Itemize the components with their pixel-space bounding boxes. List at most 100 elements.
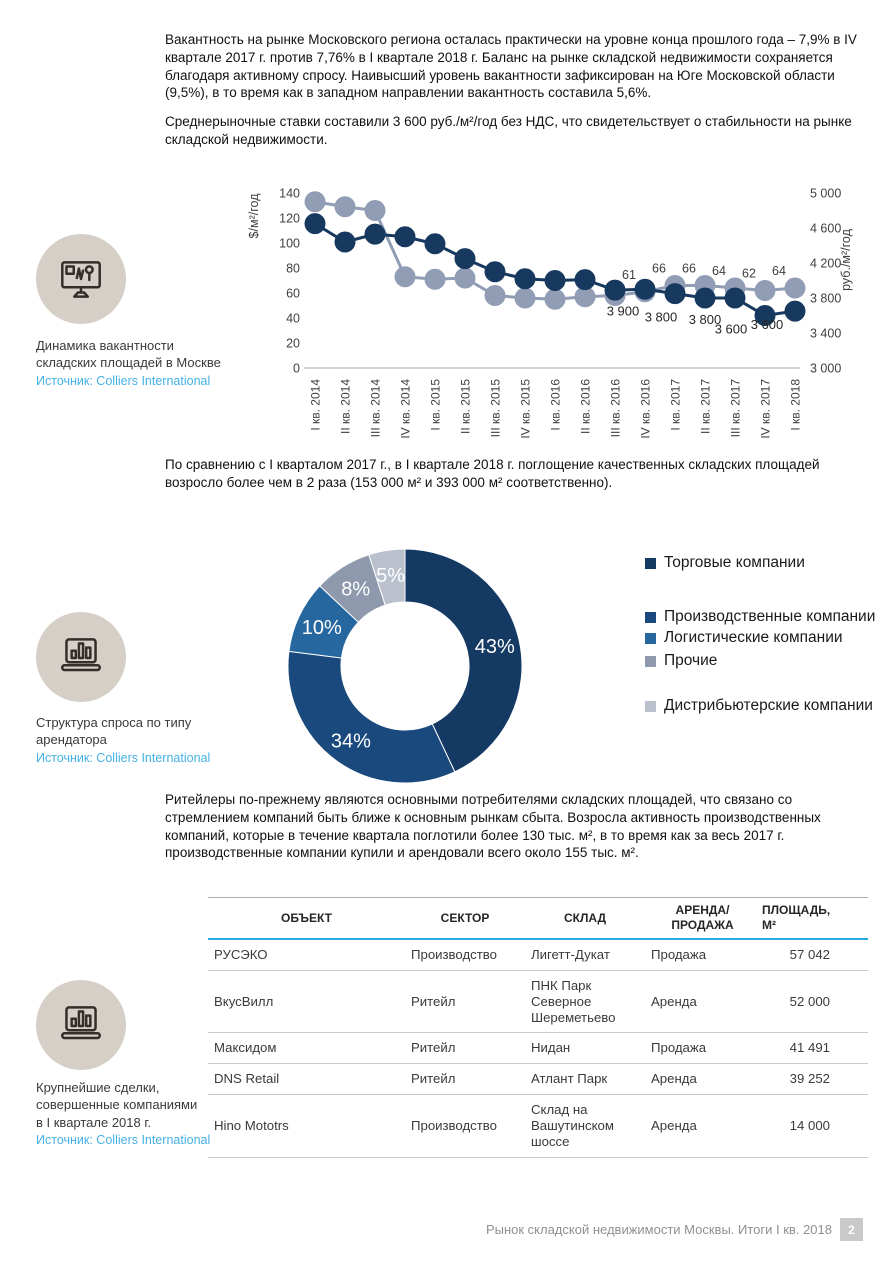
table-header-cell: АРЕНДА/ ПРОДАЖА: [645, 897, 760, 940]
table-cell: Hino Mototrs: [208, 1094, 405, 1158]
data-point-marker: [484, 261, 506, 283]
table-header-cell: ОБЪЕКТ: [208, 897, 405, 940]
data-point-marker: [574, 286, 596, 308]
data-point-marker: [784, 300, 806, 322]
legend-swatch-icon: [645, 612, 656, 624]
right-axis-tick-label: 3 400: [810, 327, 841, 341]
data-point-marker: [544, 288, 566, 310]
data-point-marker: [574, 269, 596, 291]
x-axis-tick-label: IV кв. 2016: [639, 379, 653, 439]
donut-chart: 43% 34% 10% 8% 5%: [287, 548, 523, 784]
legend-swatch-icon: [645, 558, 656, 569]
table-cell: Атлант Парк: [525, 1063, 645, 1096]
right-axis-tick-label: 3 000: [810, 362, 841, 376]
table-cell: Склад на Вашутинском шоссе: [525, 1094, 645, 1158]
chart-source: Источник: Colliers International: [36, 373, 211, 388]
data-point-marker: [454, 267, 476, 289]
table-cell: Ритейл: [405, 970, 525, 1034]
right-axis-tick-label: 4 600: [810, 222, 841, 236]
table-cell: 14 000: [760, 1094, 868, 1158]
body-text-paragraph: Вакантность на рынке Московского региона…: [165, 32, 857, 101]
data-point-marker: [394, 266, 416, 288]
x-axis-tick-label: I кв. 2016: [549, 379, 563, 431]
monitor-pulse-chart-icon: [61, 261, 101, 298]
left-axis-tick-label: 40: [286, 312, 300, 326]
chart-source: Источник: Colliers International: [36, 750, 211, 765]
table-cell: Аренда: [645, 1063, 760, 1096]
table-cell: Продажа: [645, 1032, 760, 1065]
table-cell: Аренда: [645, 1094, 760, 1158]
x-axis-tick-label: I кв. 2014: [309, 379, 323, 431]
body-text-paragraph: По сравнению с I кварталом 2017 г., в I …: [165, 457, 820, 490]
chart-icon-circle: [36, 234, 126, 324]
table-cell: DNS Retail: [208, 1063, 405, 1096]
body-text-paragraph: Ритейлеры по-прежнему являются основными…: [165, 792, 821, 861]
x-axis-tick-label: III кв. 2015: [489, 379, 503, 438]
donut-slice-label: 10%: [302, 617, 342, 639]
table-row: РУСЭКО Производство Лигетт-Дукат Продажа 57 …: [208, 939, 868, 971]
donut-slice: [368, 548, 406, 606]
data-point-marker: [604, 279, 626, 301]
donut-slice-label: 8%: [341, 578, 370, 600]
legend-swatch-icon: [645, 656, 656, 668]
legend-item: Логистические компании: [645, 628, 883, 648]
table-cell: 57 042: [760, 939, 868, 971]
data-point-marker: [694, 287, 716, 309]
table-cell: Ритейл: [405, 1032, 525, 1065]
table-cell: ПНК Парк Северное Шереметьево: [525, 970, 645, 1034]
donut-legend: Торговые компании Производственные компан…: [645, 553, 883, 716]
donut-slice-label: 43%: [475, 636, 515, 658]
data-point-label: 62: [742, 267, 756, 281]
table-caption-text: Крупнейшие сделки, совершенные компаниям…: [36, 1080, 198, 1130]
data-point-label: 64: [712, 264, 726, 278]
table-cell: Нидан: [525, 1032, 645, 1065]
legend-label: Прочие: [664, 652, 718, 670]
data-point-marker: [784, 277, 806, 299]
chart-caption: Структура спроса по типу арендатора Исто…: [36, 714, 214, 766]
data-point-marker: [484, 285, 506, 306]
chart-caption: Динамика вакантности складских площадей …: [36, 337, 234, 389]
table-cell: 41 491: [760, 1032, 868, 1065]
x-axis-tick-label: I кв. 2015: [429, 379, 443, 431]
legend-label: Дистрибьютерские компании: [664, 696, 873, 714]
right-axis-tick-label: 3 800: [810, 292, 841, 306]
data-point-marker: [304, 213, 326, 235]
left-axis-tick-label: 60: [286, 287, 300, 301]
data-point-marker: [364, 200, 386, 221]
data-point-label: 3 800: [689, 312, 722, 327]
right-axis-title: руб./м²/год: [839, 228, 853, 290]
left-axis-tick-label: 20: [286, 337, 300, 351]
left-axis-tick-label: 100: [279, 237, 300, 251]
chart-caption-text: Структура спроса по типу арендатора: [36, 715, 192, 748]
left-axis-title: $/м²/год: [247, 193, 261, 239]
data-point-marker: [334, 231, 356, 253]
legend-label: Торговые компании: [664, 554, 805, 571]
table-cell: Максидом: [208, 1032, 405, 1065]
x-axis-tick-label: II кв. 2017: [699, 379, 713, 434]
data-point-label: 3 800: [645, 310, 678, 325]
data-point-marker: [754, 280, 776, 301]
table-cell: Аренда: [645, 970, 760, 1034]
legend-swatch-icon: [645, 633, 656, 645]
footer-title: Рынок складской недвижимости Москвы. Ито…: [485, 1222, 832, 1237]
data-point-label: 64: [772, 264, 786, 278]
x-axis-tick-label: II кв. 2015: [459, 379, 473, 434]
x-axis-tick-label: IV кв. 2017: [759, 379, 773, 439]
table-header-cell: СЕКТОР: [405, 897, 525, 940]
table-header-cell: СКЛАД: [525, 897, 645, 940]
data-point-marker: [754, 305, 776, 326]
data-point-marker: [724, 287, 746, 309]
donut-slice-label: 5%: [376, 565, 405, 587]
x-axis-tick-label: III кв. 2017: [729, 379, 743, 438]
x-axis-tick-label: I кв. 2017: [669, 379, 683, 431]
laptop-bar-chart-icon: [61, 1006, 101, 1040]
x-axis-tick-label: III кв. 2016: [609, 379, 623, 438]
deals-table: ОБЪЕКТ СЕКТОР СКЛАД АРЕНДА/ ПРОДАЖА ПЛОЩАДЬ,…: [208, 897, 868, 1158]
data-point-marker: [304, 191, 326, 213]
legend-item: Дистрибьютерские компании: [645, 696, 883, 716]
x-axis-tick-label: II кв. 2014: [339, 379, 353, 434]
table-cell: Производство: [405, 1094, 525, 1158]
donut-slice: [287, 650, 456, 784]
data-point-label: 66: [652, 262, 666, 276]
